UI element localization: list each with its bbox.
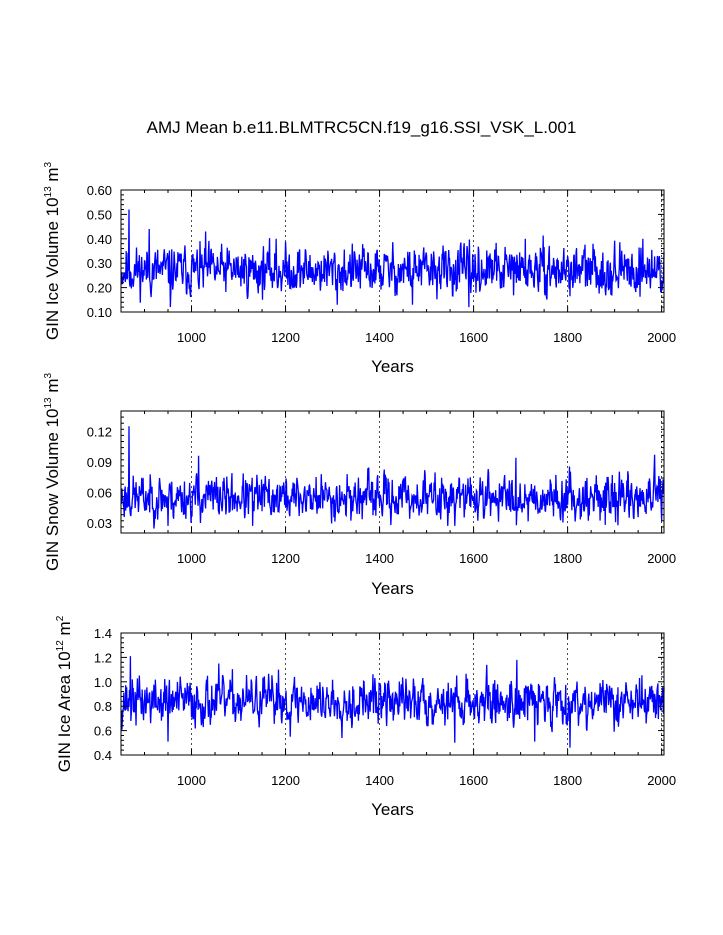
x-tick-label: 1400 (365, 551, 394, 566)
x-tick-label: 1000 (177, 330, 206, 345)
y-tick-label: 1.0 (94, 675, 112, 690)
x-tick-label: 1600 (459, 773, 488, 788)
x-axis-label: Years (371, 579, 414, 598)
y-tick-label: 0.20 (87, 281, 112, 296)
y-tick-label: 0.09 (87, 455, 112, 470)
chart-title: AMJ Mean b.e11.BLMTRC5CN.f19_g16.SSI_VSK… (146, 118, 577, 137)
x-tick-label: 1800 (553, 773, 582, 788)
y-axis-label-exponent: 13 (43, 186, 54, 198)
y-axis-label-unit: m (43, 379, 62, 398)
y-axis-label-main: GIN Ice Volume 10 (43, 197, 62, 340)
series-line (120, 426, 665, 529)
y-axis-label-exponent: 12 (55, 640, 66, 652)
y-axis-label-main: GIN Ice Area 10 (55, 651, 74, 772)
y-tick-label: 0.60 (87, 183, 112, 198)
plot-frame (120, 632, 665, 756)
x-axis-label: Years (371, 800, 414, 819)
y-axis-label-exponent: 13 (43, 397, 54, 409)
y-axis-label-unit: m (43, 167, 62, 186)
x-tick-label: 1600 (459, 330, 488, 345)
x-axis-label: Years (371, 357, 414, 376)
y-axis-label: GIN Ice Area 1012 m2 (55, 615, 74, 772)
x-tick-label: 1200 (271, 330, 300, 345)
x-tick-label: 1800 (553, 551, 582, 566)
x-tick-label: 1000 (177, 773, 206, 788)
y-tick-label: 0.8 (94, 699, 112, 714)
series-line (120, 656, 665, 748)
x-tick-label: 1400 (365, 773, 394, 788)
y-tick-label: 0.50 (87, 207, 112, 222)
x-tick-label: 1200 (271, 773, 300, 788)
y-axis-label-main: GIN Snow Volume 10 (43, 409, 62, 572)
y-tick-label: 0.12 (87, 424, 112, 439)
chart-panel-2: 1000 1200 1400 1600 1800 2000 0.03 0.06 0.09 0.12… (43, 373, 676, 598)
plot-frame (120, 189, 665, 313)
x-tick-label: 1400 (365, 330, 394, 345)
y-tick-label: 0.10 (87, 305, 112, 320)
y-tick-label: 1.2 (94, 650, 112, 665)
x-tick-label: 2000 (647, 551, 676, 566)
y-axis-label-unit-exponent: 2 (55, 615, 66, 621)
y-tick-label: 0.4 (94, 748, 112, 763)
chart-panel-1: 1000 1200 1400 1600 1800 2000 0.10 0.20 0.30 0.40… (43, 161, 676, 376)
y-axis-label-unit-exponent: 3 (43, 373, 54, 379)
y-tick-label: 0.30 (87, 256, 112, 271)
x-tick-label: 2000 (647, 773, 676, 788)
y-axis-label-unit: m (55, 621, 74, 640)
y-axis-label: GIN Snow Volume 1013 m3 (43, 373, 62, 572)
x-tick-label: 1000 (177, 551, 206, 566)
y-tick-label: 0.6 (94, 724, 112, 739)
y-tick-label: 0.03 (87, 516, 112, 531)
series-line (120, 209, 665, 308)
chart-panel-3: 1000 1200 1400 1600 1800 2000 0.4 0.6 0.8 1.0 1.2 1… (55, 615, 676, 819)
x-tick-label: 1200 (271, 551, 300, 566)
y-tick-label: 1.4 (94, 626, 112, 641)
x-tick-label: 1800 (553, 330, 582, 345)
y-axis-label-unit-exponent: 3 (43, 161, 54, 167)
plot-frame (120, 410, 665, 534)
y-tick-label: 0.40 (87, 232, 112, 247)
x-tick-label: 2000 (647, 330, 676, 345)
x-tick-label: 1600 (459, 551, 488, 566)
y-tick-label: 0.06 (87, 485, 112, 500)
y-axis-label: GIN Ice Volume 1013 m3 (43, 161, 62, 340)
